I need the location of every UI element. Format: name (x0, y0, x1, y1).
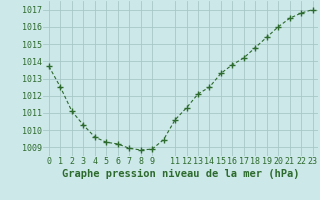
X-axis label: Graphe pression niveau de la mer (hPa): Graphe pression niveau de la mer (hPa) (62, 169, 300, 179)
